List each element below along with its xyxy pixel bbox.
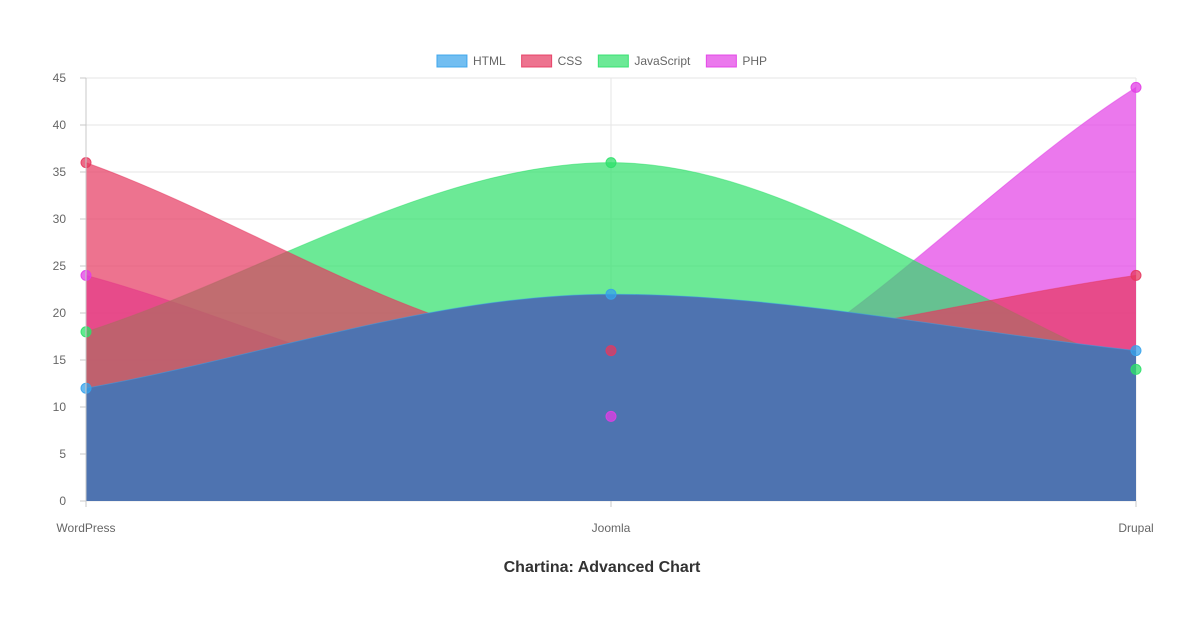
- y-tick-label: 20: [53, 306, 67, 320]
- data-point-html[interactable]: [605, 288, 617, 300]
- legend-swatch-html[interactable]: [436, 54, 468, 68]
- data-point-css[interactable]: [1130, 269, 1142, 281]
- legend-swatch-javascript[interactable]: [597, 54, 629, 68]
- plot-area: [85, 86, 1137, 502]
- y-tick-label: 15: [53, 353, 67, 367]
- y-tick-label: 40: [53, 118, 67, 132]
- y-tick-label: 25: [53, 259, 67, 273]
- data-point-php[interactable]: [605, 410, 617, 422]
- data-point-javascript[interactable]: [605, 157, 617, 169]
- y-tick-label: 45: [53, 71, 67, 85]
- x-tick-label: Joomla: [592, 521, 631, 535]
- data-point-css[interactable]: [605, 345, 617, 357]
- data-point-php[interactable]: [1130, 81, 1142, 93]
- legend-label[interactable]: PHP: [742, 54, 767, 68]
- legend-label[interactable]: CSS: [558, 54, 583, 68]
- area-html: [86, 294, 1136, 501]
- y-tick-label: 0: [59, 494, 66, 508]
- chart-title: Chartina: Advanced Chart: [504, 559, 701, 576]
- data-point-javascript[interactable]: [1130, 363, 1142, 375]
- y-tick-label: 30: [53, 212, 67, 226]
- legend-item-html[interactable]: HTML: [436, 54, 506, 68]
- legend-swatch-php[interactable]: [705, 54, 737, 68]
- y-tick-label: 35: [53, 165, 67, 179]
- legend-label[interactable]: JavaScript: [634, 54, 691, 68]
- legend-item-php[interactable]: PHP: [705, 54, 767, 68]
- x-tick-label: Drupal: [1118, 521, 1153, 535]
- legend-label[interactable]: HTML: [473, 54, 506, 68]
- legend-item-javascript[interactable]: JavaScript: [597, 54, 691, 68]
- x-tick-label: WordPress: [56, 521, 115, 535]
- data-point-html[interactable]: [1130, 345, 1142, 357]
- axes: 0 5 10 15 20 25 30 35 40 45 WordPress Joomla Drupal: [53, 71, 1154, 535]
- legend[interactable]: HTML CSS JavaScript PHP: [436, 54, 767, 68]
- legend-swatch-css[interactable]: [521, 54, 553, 68]
- y-tick-label: 5: [59, 447, 66, 461]
- legend-item-css[interactable]: CSS: [521, 54, 583, 68]
- y-tick-label: 10: [53, 400, 67, 414]
